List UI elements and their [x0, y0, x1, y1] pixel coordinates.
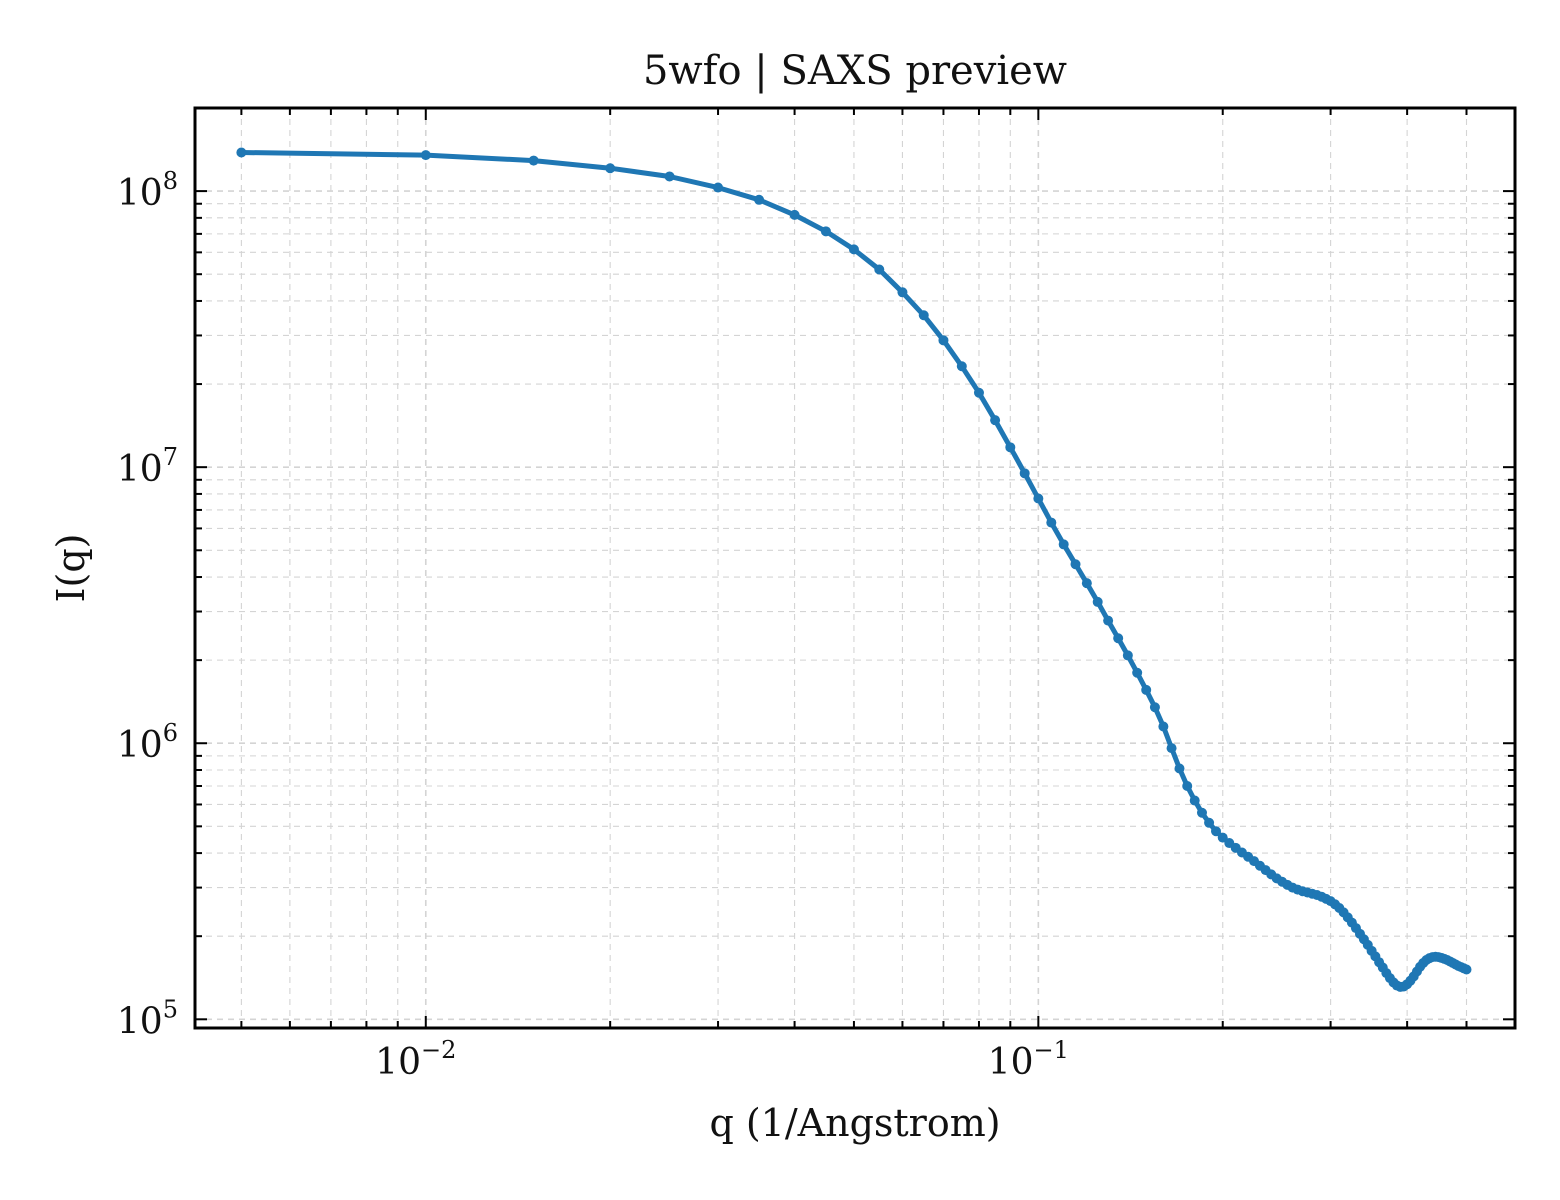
grid — [195, 107, 1515, 1028]
data-point — [1005, 442, 1016, 453]
data-point — [1132, 667, 1143, 678]
data-point — [605, 163, 616, 174]
data-point — [1149, 702, 1160, 713]
data-point — [1019, 468, 1030, 479]
data-point — [1033, 493, 1044, 504]
x-tick-label: 10−2 — [375, 1036, 456, 1083]
data-point — [1189, 795, 1200, 806]
tick-labels: 10−2 10−1 105 106 107 108 — [117, 167, 1069, 1083]
y-tick-label: 105 — [117, 995, 178, 1042]
data-point — [713, 182, 724, 193]
data-point — [1046, 517, 1057, 528]
data-point — [1204, 817, 1215, 828]
y-tick-label: 107 — [117, 443, 178, 490]
data-point — [789, 209, 800, 220]
data-point — [874, 264, 885, 275]
data-point — [897, 287, 908, 298]
data-point — [918, 310, 929, 321]
data-point — [420, 150, 431, 161]
data-point — [1141, 684, 1152, 695]
data-point — [956, 361, 967, 372]
y-tick-label: 106 — [117, 719, 178, 766]
data-point — [1174, 763, 1185, 774]
data-point — [1461, 964, 1472, 975]
data-point — [1158, 721, 1169, 732]
data-point — [1113, 633, 1124, 644]
x-axis-label: q (1/Angstrom) — [709, 1101, 1000, 1145]
data-point — [1103, 615, 1114, 626]
data-point — [820, 226, 831, 237]
data-point — [664, 171, 675, 182]
y-axis-label: I(q) — [49, 534, 93, 603]
data-point — [1070, 559, 1081, 570]
data-point — [990, 415, 1001, 426]
y-tick-label: 108 — [117, 167, 178, 214]
data-point — [1211, 826, 1222, 837]
data-point — [754, 194, 765, 205]
x-tick-label: 10−1 — [988, 1036, 1069, 1083]
data-point — [938, 335, 949, 346]
data-point — [1122, 650, 1133, 661]
data-point — [1166, 743, 1177, 754]
data-point — [973, 387, 984, 398]
data-point — [1081, 578, 1092, 589]
data-point — [236, 147, 247, 158]
chart-title: 5wfo | SAXS preview — [643, 48, 1067, 94]
data-point — [528, 155, 539, 166]
data-series — [236, 147, 1472, 992]
data-point — [1092, 596, 1103, 607]
data-point — [1182, 780, 1193, 791]
data-point — [848, 244, 859, 255]
data-point — [1058, 539, 1069, 550]
plot-frame — [193, 106, 1517, 1030]
data-point — [1196, 807, 1207, 818]
